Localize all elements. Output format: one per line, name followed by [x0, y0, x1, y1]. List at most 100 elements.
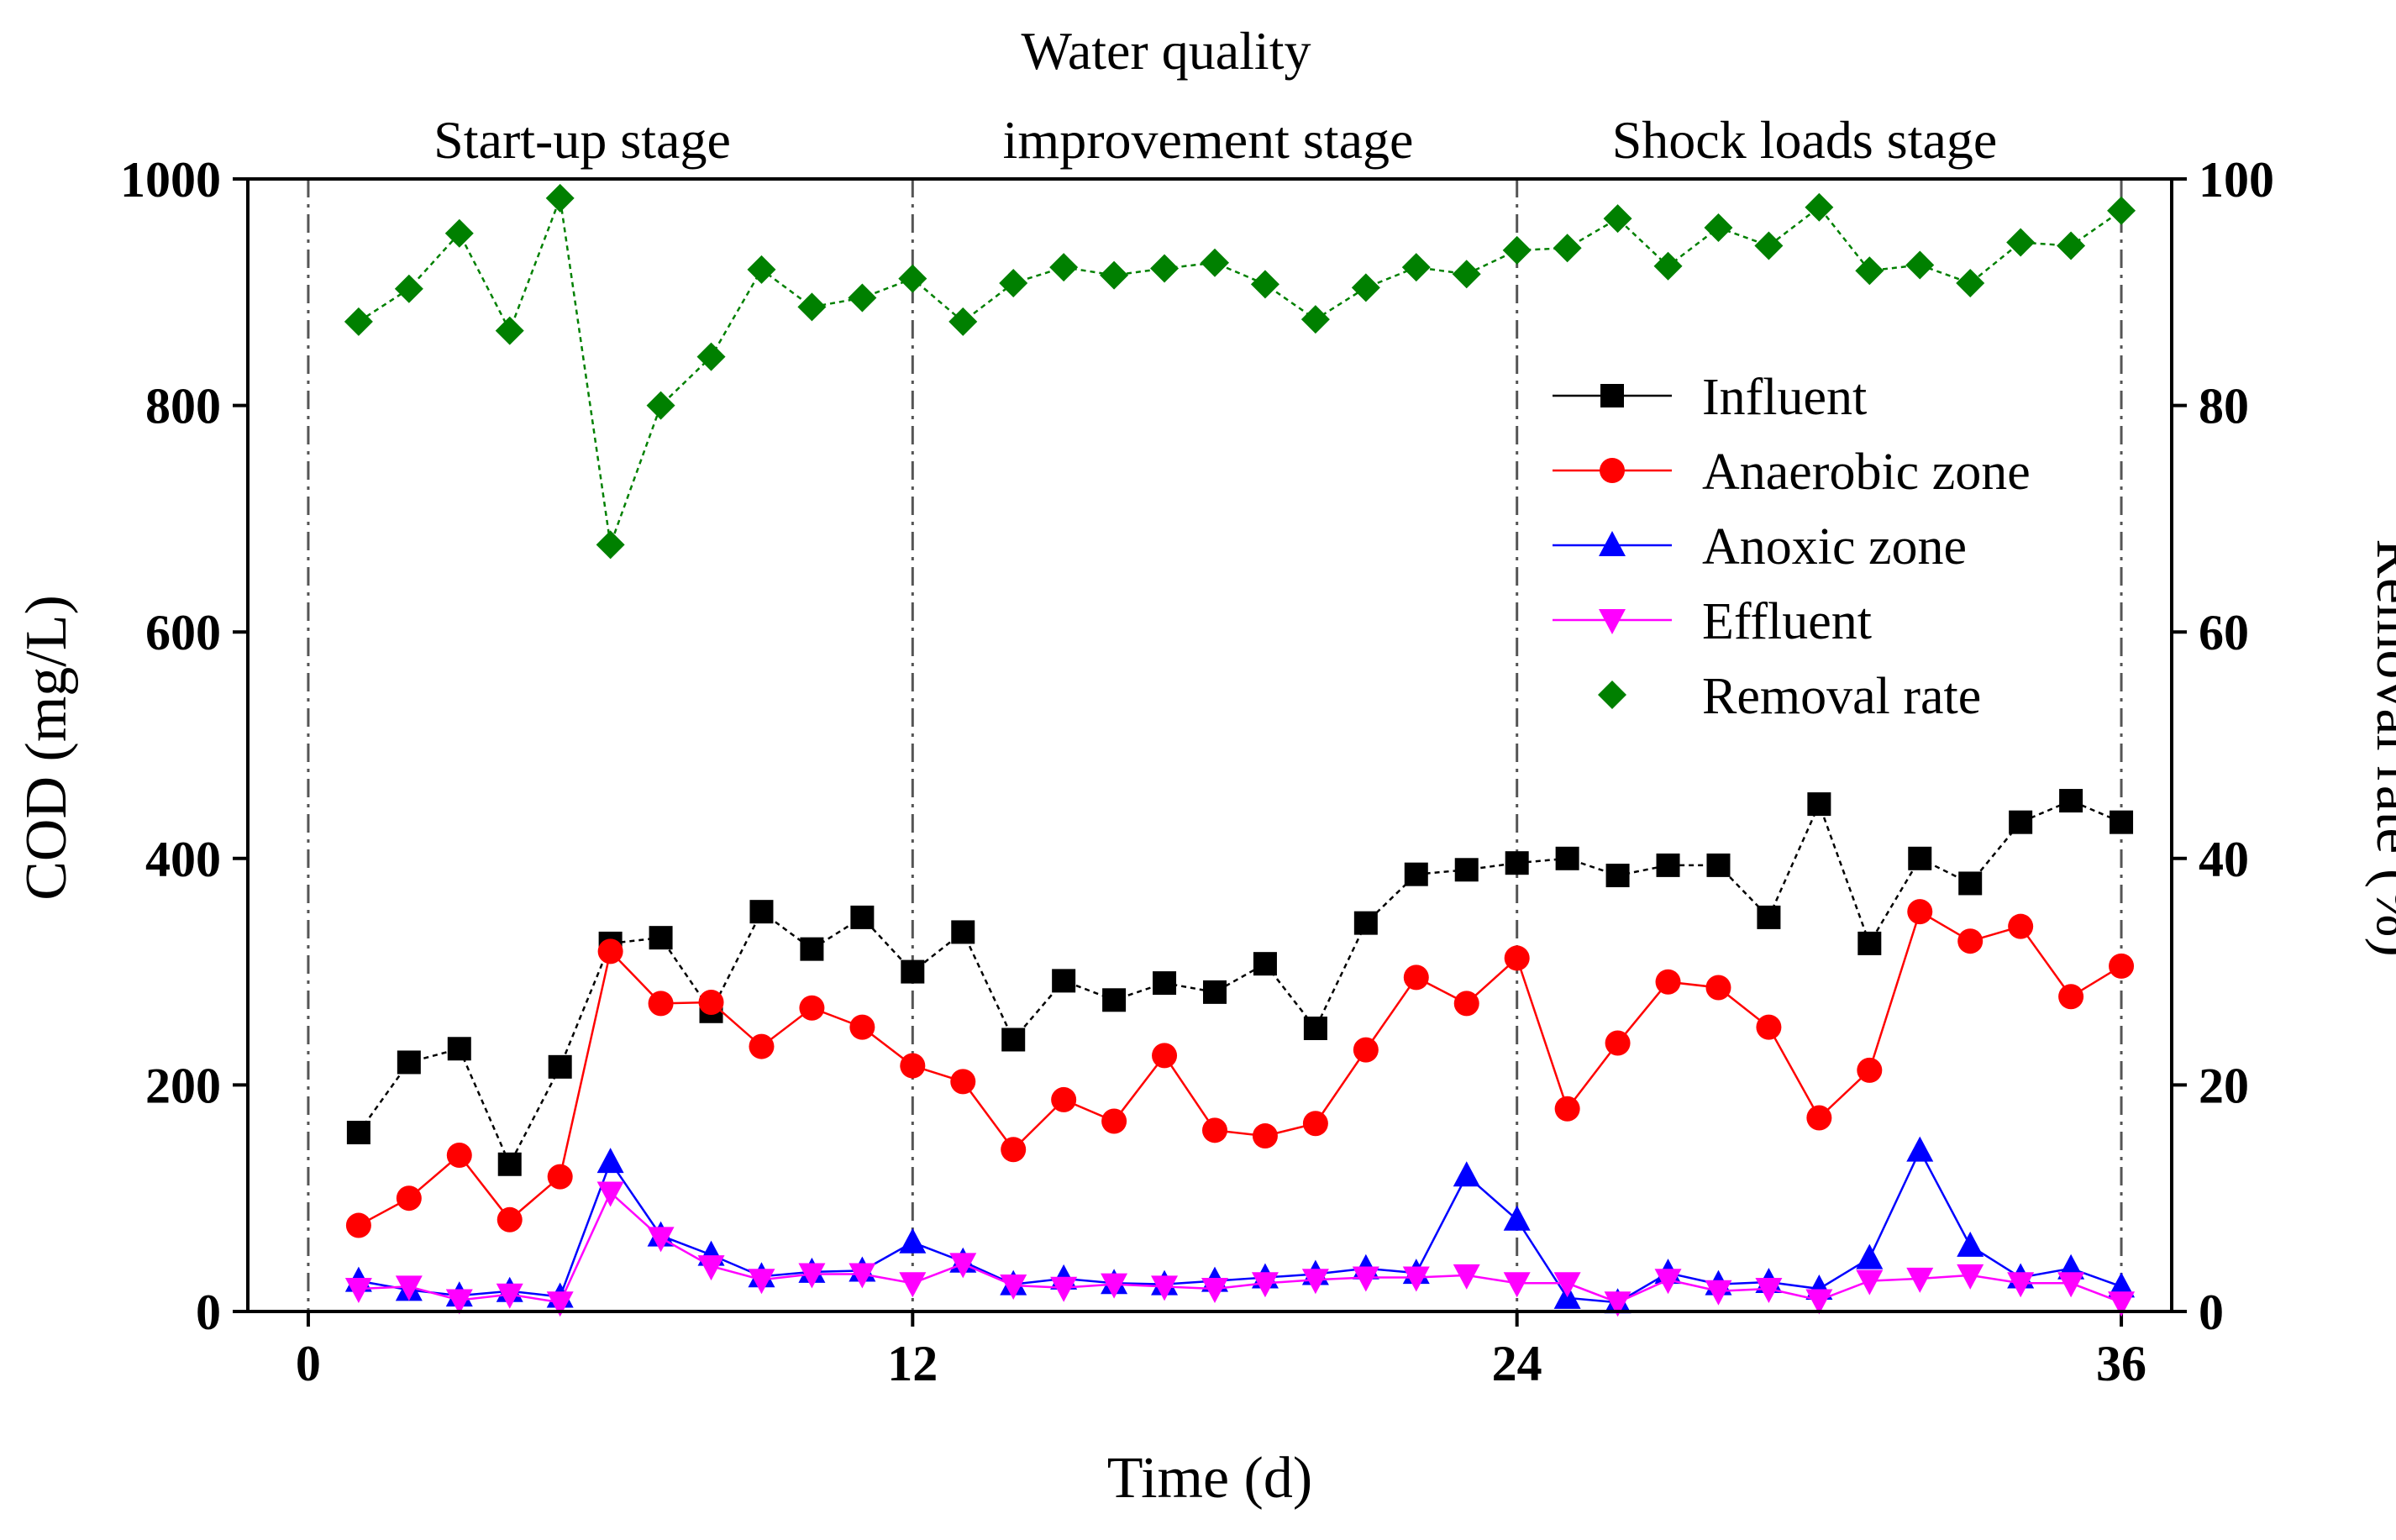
x-axis-title: Time (d)	[1107, 1446, 1312, 1511]
point-anaerobic-zone	[1152, 1043, 1178, 1069]
point-effluent	[899, 1272, 927, 1298]
point-removal-rate	[1553, 234, 1582, 263]
point-anaerobic-zone	[1302, 1111, 1328, 1137]
point-influent	[1353, 911, 1378, 935]
point-effluent	[1805, 1289, 1833, 1315]
point-influent	[1153, 971, 1177, 996]
point-anaerobic-zone	[1201, 1117, 1227, 1143]
point-influent	[1908, 846, 1932, 870]
point-influent	[1958, 871, 1983, 896]
point-effluent	[1352, 1266, 1379, 1292]
point-anaerobic-zone	[749, 1033, 775, 1059]
point-anaerobic-zone	[497, 1206, 523, 1233]
point-anaerobic-zone	[1252, 1123, 1278, 1149]
point-removal-rate	[848, 283, 877, 313]
series-line-removal-rate	[358, 193, 2122, 545]
point-influent	[2110, 810, 2134, 834]
point-anoxic-zone	[1856, 1243, 1884, 1269]
point-anaerobic-zone	[1957, 928, 1984, 954]
point-removal-rate	[1754, 231, 1784, 260]
legend-label-anoxic-zone: Anoxic zone	[1702, 518, 1967, 576]
y-tick-label-left: 1000	[120, 152, 221, 208]
point-influent	[1656, 853, 1680, 877]
point-removal-rate	[1150, 254, 1180, 283]
point-removal-rate	[1653, 251, 1683, 281]
point-effluent	[1402, 1266, 1430, 1292]
point-influent	[850, 905, 875, 929]
point-effluent	[1101, 1273, 1128, 1299]
point-removal-rate	[1704, 213, 1733, 242]
point-effluent	[1553, 1272, 1581, 1298]
point-anaerobic-zone	[849, 1014, 875, 1040]
y-tick-label-left: 400	[145, 832, 221, 887]
series-anaerobic-zone	[345, 899, 2135, 1238]
point-effluent	[2007, 1272, 2035, 1298]
point-influent	[1605, 864, 1630, 888]
point-anaerobic-zone	[1051, 1086, 1077, 1112]
point-anoxic-zone	[1957, 1231, 1984, 1257]
y-tick-label-right: 0	[2199, 1285, 2224, 1340]
stage-label-shock: Shock loads stage	[1612, 110, 1998, 170]
point-effluent	[1251, 1272, 1279, 1298]
point-influent	[901, 959, 925, 984]
point-removal-rate	[1200, 248, 1229, 277]
point-effluent	[1906, 1267, 1934, 1293]
point-anaerobic-zone	[1655, 969, 1681, 995]
point-anoxic-zone	[596, 1148, 624, 1174]
legend-marker-anoxic-zone	[1599, 531, 1626, 556]
point-influent	[1303, 1017, 1327, 1040]
point-removal-rate	[394, 274, 423, 303]
stage-label-startup: Start-up stage	[433, 110, 731, 170]
point-anaerobic-zone	[698, 989, 724, 1015]
point-influent	[497, 1152, 522, 1176]
point-removal-rate	[1905, 250, 1935, 280]
point-effluent	[546, 1291, 574, 1317]
point-influent	[2009, 810, 2033, 834]
y-axis-title-left: COD (mg/L)	[14, 595, 79, 901]
point-anaerobic-zone	[1554, 1096, 1580, 1122]
series-effluent	[344, 1181, 2136, 1317]
y-tick-label-left: 800	[145, 379, 221, 434]
y-tick-label-right: 60	[2199, 605, 2249, 660]
point-anaerobic-zone	[950, 1069, 976, 1095]
stage-label-improvement-line2: improvement stage	[1003, 110, 1414, 170]
point-influent	[649, 926, 673, 950]
y-tick-label-right: 20	[2199, 1058, 2249, 1113]
point-anaerobic-zone	[1806, 1105, 1832, 1131]
point-effluent	[2057, 1272, 2085, 1298]
point-removal-rate	[1049, 253, 1079, 282]
point-anoxic-zone	[1503, 1205, 1531, 1231]
point-anoxic-zone	[2108, 1272, 2136, 1298]
x-tick-label: 0	[296, 1336, 321, 1391]
y-tick-label-right: 80	[2199, 379, 2249, 434]
point-removal-rate	[898, 264, 927, 293]
y-tick-label-right: 40	[2199, 832, 2249, 887]
point-effluent	[849, 1263, 876, 1289]
series-removal-rate	[344, 183, 2136, 560]
point-effluent	[1503, 1272, 1531, 1298]
point-removal-rate	[1502, 235, 1532, 265]
series-layer	[344, 183, 2136, 1317]
point-removal-rate	[999, 269, 1028, 298]
point-removal-rate	[1250, 270, 1279, 299]
y-tick-label-left: 600	[145, 605, 221, 660]
stage-dividers	[307, 179, 2123, 1311]
point-removal-rate	[495, 316, 524, 345]
point-influent	[800, 937, 824, 961]
stage-label-improvement-line1: Water quality	[1022, 21, 1311, 81]
point-removal-rate	[948, 307, 978, 336]
point-effluent	[1000, 1274, 1027, 1300]
point-effluent	[1453, 1264, 1480, 1290]
point-effluent	[798, 1263, 826, 1289]
point-removal-rate	[1603, 204, 1632, 234]
point-effluent	[1301, 1269, 1329, 1295]
point-anoxic-zone	[1906, 1136, 1934, 1162]
point-effluent	[748, 1269, 775, 1295]
point-anoxic-zone	[1453, 1161, 1480, 1187]
point-removal-rate	[2107, 196, 2136, 225]
point-influent	[346, 1121, 370, 1145]
point-effluent	[1705, 1280, 1732, 1306]
x-tick-label: 24	[1492, 1336, 1542, 1391]
point-influent	[397, 1050, 421, 1075]
